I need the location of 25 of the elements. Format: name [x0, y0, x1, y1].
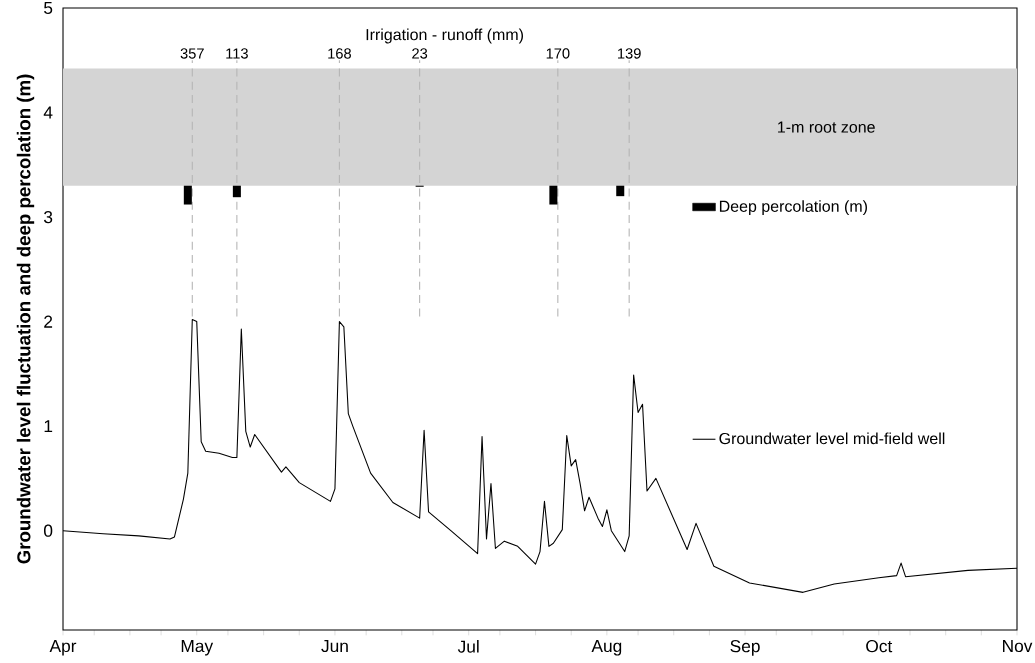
y-tick-label: 0 — [43, 524, 53, 537]
y-axis-title: Groundwater level fluctuation and deep percolation (m) — [16, 74, 35, 564]
annotation: Irrigation - runoff (mm) — [366, 28, 524, 44]
x-tick-label: Sep — [730, 640, 760, 656]
band-label: 1-m root zone — [778, 121, 875, 133]
y-tick-label: 1 — [44, 420, 53, 433]
ref-line-label: 23 — [412, 48, 428, 59]
y-tick-label: 2 — [44, 315, 53, 328]
ref-line-label: 357 — [180, 48, 204, 59]
y-tick-label: 3 — [43, 210, 53, 224]
y-tick-label: 5 — [44, 1, 53, 15]
ref-line-label: 168 — [328, 48, 351, 59]
ref-line-label: 170 — [546, 48, 570, 59]
y-tick-label: 4 — [43, 106, 53, 119]
x-tick-label: Nov — [1003, 640, 1033, 653]
x-tick-label: Aug — [591, 640, 622, 656]
legend-label: Deep percolation (m) — [719, 200, 867, 216]
x-tick-label: Jul — [457, 640, 479, 653]
legend-label: Groundwater level mid-field well — [719, 432, 945, 445]
x-tick-label: Oct — [866, 640, 893, 653]
x-tick-label: Apr — [49, 640, 77, 656]
ref-line-label: 113 — [226, 48, 248, 59]
x-tick-label: May — [181, 640, 214, 656]
x-tick-label: Jun — [321, 640, 348, 653]
ref-line-label: 139 — [618, 48, 641, 59]
